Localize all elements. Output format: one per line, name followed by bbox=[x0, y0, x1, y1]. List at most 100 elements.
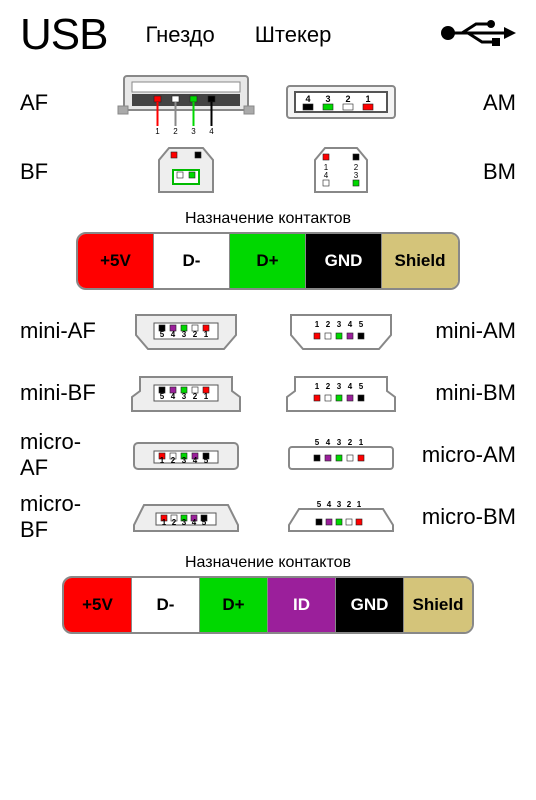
svg-text:1: 1 bbox=[356, 500, 361, 509]
svg-text:3: 3 bbox=[181, 330, 186, 339]
diagram-mini-bm: 12345 bbox=[281, 367, 401, 419]
svg-text:2: 2 bbox=[347, 438, 352, 447]
svg-text:4: 4 bbox=[347, 382, 352, 391]
svg-text:4: 4 bbox=[170, 330, 175, 339]
legend-cell: Shield bbox=[382, 234, 458, 288]
svg-text:3: 3 bbox=[325, 94, 330, 104]
svg-text:2: 2 bbox=[192, 392, 197, 401]
legend-cell: Shield bbox=[404, 578, 472, 632]
svg-text:1: 1 bbox=[314, 320, 319, 329]
label-micro-am: micro-AM bbox=[422, 442, 528, 468]
svg-text:2: 2 bbox=[325, 320, 330, 329]
legend-cell: D+ bbox=[230, 234, 306, 288]
legend5-caption: Назначение контактов bbox=[0, 554, 536, 572]
row-af-am: AF 1 2 3 4 4 3 2 1 AM bbox=[0, 66, 536, 140]
diagram-bm: 1243 bbox=[309, 144, 373, 200]
svg-text:4: 4 bbox=[209, 127, 214, 136]
svg-text:4: 4 bbox=[326, 500, 331, 509]
svg-text:1: 1 bbox=[159, 456, 164, 465]
svg-text:5: 5 bbox=[314, 438, 319, 447]
diagram-micro-bf: 12345 bbox=[126, 495, 246, 539]
diagram-mini-am: 12345 bbox=[281, 305, 401, 357]
svg-text:4: 4 bbox=[305, 94, 310, 104]
svg-text:5: 5 bbox=[201, 518, 206, 527]
svg-text:1: 1 bbox=[314, 382, 319, 391]
svg-text:5: 5 bbox=[159, 330, 164, 339]
row-micro-b: micro-BF 12345 54321 micro-BM bbox=[0, 486, 536, 548]
svg-text:2: 2 bbox=[171, 518, 176, 527]
svg-text:3: 3 bbox=[336, 438, 341, 447]
label-mini-bf: mini-BF bbox=[8, 380, 96, 406]
svg-text:2: 2 bbox=[345, 94, 350, 104]
column-labels: Гнездо Штекер bbox=[137, 22, 408, 48]
col-plug-label: Штекер bbox=[255, 22, 332, 48]
label-micro-bm: micro-BM bbox=[422, 504, 528, 530]
svg-text:5: 5 bbox=[358, 320, 363, 329]
svg-text:3: 3 bbox=[191, 127, 196, 136]
svg-text:1: 1 bbox=[161, 518, 166, 527]
page-title: USB bbox=[20, 10, 107, 60]
svg-text:3: 3 bbox=[181, 456, 186, 465]
header: USB Гнездо Штекер bbox=[0, 0, 536, 66]
diagram-micro-am: 54321 bbox=[281, 433, 401, 477]
svg-text:3: 3 bbox=[336, 500, 341, 509]
svg-text:4: 4 bbox=[347, 320, 352, 329]
svg-text:4: 4 bbox=[325, 438, 330, 447]
svg-text:3: 3 bbox=[353, 171, 358, 180]
svg-text:2: 2 bbox=[173, 127, 178, 136]
svg-text:2: 2 bbox=[325, 382, 330, 391]
row-bf-bm: BF 1243 BM bbox=[0, 140, 536, 204]
svg-text:1: 1 bbox=[358, 438, 363, 447]
svg-text:1: 1 bbox=[203, 392, 208, 401]
svg-text:3: 3 bbox=[336, 320, 341, 329]
svg-text:5: 5 bbox=[316, 500, 321, 509]
label-micro-af: micro-AF bbox=[8, 429, 108, 481]
label-af: AF bbox=[8, 90, 48, 116]
legend-cell: GND bbox=[336, 578, 404, 632]
label-bf: BF bbox=[8, 159, 48, 185]
svg-text:3: 3 bbox=[181, 392, 186, 401]
legend5: +5VD-D+IDGNDShield bbox=[0, 576, 536, 634]
diagram-micro-bm: 54321 bbox=[281, 495, 401, 539]
label-am: AM bbox=[483, 90, 528, 116]
diagram-micro-af: 12345 bbox=[126, 433, 246, 477]
row-mini-a: mini-AF 54321 12345 mini-AM bbox=[0, 300, 536, 362]
legend-cell: +5V bbox=[64, 578, 132, 632]
legend-cell: +5V bbox=[78, 234, 154, 288]
svg-text:3: 3 bbox=[181, 518, 186, 527]
svg-text:5: 5 bbox=[159, 392, 164, 401]
diagram-bf bbox=[151, 142, 221, 202]
diagram-af: 1 2 3 4 bbox=[116, 68, 256, 138]
diagram-mini-bf: 54321 bbox=[126, 367, 246, 419]
svg-text:4: 4 bbox=[191, 518, 196, 527]
legend-cell: GND bbox=[306, 234, 382, 288]
legend-cell: ID bbox=[268, 578, 336, 632]
diagram-mini-af: 54321 bbox=[126, 305, 246, 357]
diagram-am: 4 3 2 1 bbox=[281, 78, 401, 128]
legend4: +5VD-D+GNDShield bbox=[0, 232, 536, 290]
svg-text:1: 1 bbox=[365, 94, 370, 104]
row-micro-a: micro-AF 12345 54321 micro-AM bbox=[0, 424, 536, 486]
legend-cell: D- bbox=[154, 234, 230, 288]
row-mini-b: mini-BF 54321 12345 mini-BM bbox=[0, 362, 536, 424]
svg-text:4: 4 bbox=[192, 456, 197, 465]
svg-text:4: 4 bbox=[170, 392, 175, 401]
svg-text:3: 3 bbox=[336, 382, 341, 391]
svg-text:1: 1 bbox=[155, 127, 160, 136]
label-mini-bm: mini-BM bbox=[435, 380, 528, 406]
svg-text:1: 1 bbox=[203, 330, 208, 339]
svg-text:5: 5 bbox=[203, 456, 208, 465]
label-mini-af: mini-AF bbox=[8, 318, 96, 344]
svg-text:2: 2 bbox=[346, 500, 351, 509]
legend-cell: D+ bbox=[200, 578, 268, 632]
label-bm: BM bbox=[483, 159, 528, 185]
svg-text:4: 4 bbox=[323, 171, 328, 180]
label-micro-bf: micro-BF bbox=[8, 491, 108, 543]
legend4-caption: Назначение контактов bbox=[0, 210, 536, 228]
usb-icon bbox=[438, 16, 516, 55]
svg-text:2: 2 bbox=[170, 456, 175, 465]
svg-text:5: 5 bbox=[358, 382, 363, 391]
svg-text:2: 2 bbox=[192, 330, 197, 339]
col-socket-label: Гнездо bbox=[145, 22, 214, 48]
label-mini-am: mini-AM bbox=[435, 318, 528, 344]
